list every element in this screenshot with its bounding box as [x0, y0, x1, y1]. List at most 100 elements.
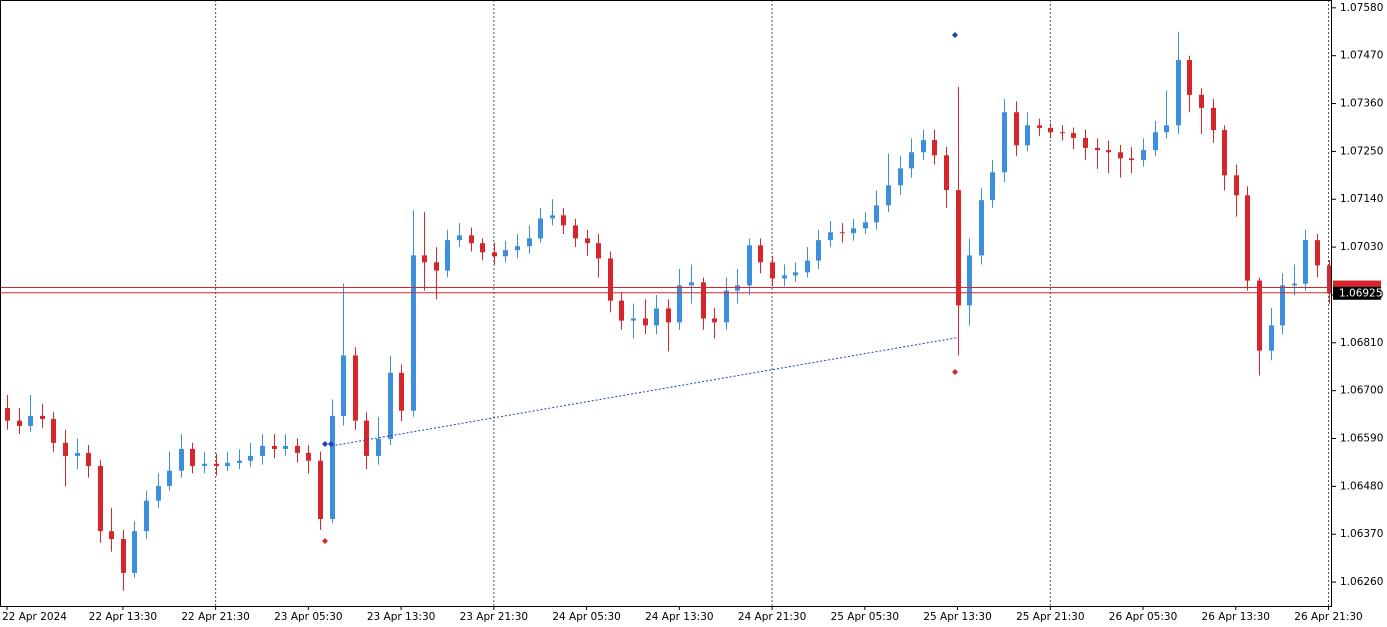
x-tick-label: 24 Apr 21:30	[738, 611, 806, 623]
x-tick-label: 23 Apr 13:30	[367, 611, 435, 623]
candle-body	[503, 250, 508, 257]
candle-body	[156, 485, 161, 501]
candle-body	[782, 275, 787, 279]
candle-body	[121, 539, 126, 573]
candle-body	[1014, 112, 1019, 146]
candle-body	[898, 168, 903, 186]
candle-body	[399, 372, 404, 411]
candle-body	[573, 225, 578, 239]
candle-body	[1327, 265, 1332, 293]
candle-body	[40, 415, 45, 419]
x-tick-label: 25 Apr 13:30	[923, 611, 991, 623]
candle-body	[805, 260, 810, 273]
candle-body	[376, 438, 381, 456]
x-tick-label: 24 Apr 13:30	[645, 611, 713, 623]
candle-body	[585, 238, 590, 244]
candle-body	[979, 200, 984, 256]
candle-body	[28, 415, 33, 426]
candle-body	[1187, 60, 1192, 95]
candle-body	[631, 318, 636, 321]
candle-body	[480, 243, 485, 253]
candle-body	[341, 355, 346, 416]
candle-body	[1257, 280, 1262, 351]
candle-body	[225, 462, 230, 466]
candle-body	[1234, 175, 1239, 196]
candle-body	[666, 308, 671, 323]
candle-body	[840, 232, 845, 234]
candle-body	[712, 318, 717, 323]
y-tick-label: 1.06810	[1340, 337, 1383, 349]
candle-body	[538, 218, 543, 239]
candle-body	[724, 290, 729, 323]
candle-body	[654, 308, 659, 326]
candle-body	[550, 215, 555, 219]
candle-body	[445, 240, 450, 271]
candle-body	[132, 531, 137, 573]
candle-body	[109, 531, 114, 540]
candle-body	[457, 235, 462, 241]
bid-label: 1.06925	[1339, 287, 1382, 299]
candle-body	[1176, 60, 1181, 126]
candle-body	[167, 470, 172, 486]
candle-body	[990, 172, 995, 201]
candle-body	[5, 408, 10, 421]
candle-body	[909, 152, 914, 169]
candle-body	[1164, 125, 1169, 133]
candle-body	[283, 445, 288, 449]
candle-body	[1303, 240, 1308, 284]
candle-body	[689, 282, 694, 286]
candle-body	[851, 228, 856, 234]
candle-body	[701, 282, 706, 319]
y-tick-label: 1.07250	[1340, 145, 1383, 157]
y-tick-label: 1.06700	[1340, 385, 1383, 397]
candle-body	[1211, 107, 1216, 131]
candle-body	[190, 448, 195, 466]
candle-body	[388, 372, 393, 439]
candle-body	[956, 190, 961, 306]
x-tick-label: 22 Apr 13:30	[89, 611, 157, 623]
y-tick-label: 1.06260	[1340, 576, 1383, 588]
candle-body	[527, 238, 532, 247]
y-tick-label: 1.06480	[1340, 480, 1383, 492]
candle-body	[17, 420, 22, 426]
candle-body	[608, 258, 613, 301]
x-tick-label: 23 Apr 21:30	[460, 611, 528, 623]
x-tick-label: 22 Apr 21:30	[181, 611, 249, 623]
candle-body	[1095, 147, 1100, 151]
candle-body	[944, 155, 949, 191]
candle-body	[272, 445, 277, 449]
candle-body	[967, 255, 972, 306]
y-tick-label: 1.07580	[1340, 2, 1383, 14]
candle-body	[51, 418, 56, 443]
candle-body	[98, 465, 103, 532]
candle-body	[1106, 150, 1111, 153]
candle-body	[248, 455, 253, 461]
x-tick-label: 24 Apr 05:30	[552, 611, 620, 623]
candle-body	[75, 452, 80, 456]
candle-body	[816, 240, 821, 261]
candle-body	[874, 205, 879, 223]
candle-body	[330, 415, 335, 519]
candle-body	[214, 463, 219, 466]
candle-body	[306, 452, 311, 461]
x-tick-label: 26 Apr 13:30	[1202, 611, 1270, 623]
y-tick-label: 1.07030	[1340, 241, 1383, 253]
y-tick-label: 1.07360	[1340, 98, 1383, 110]
trendline	[331, 337, 958, 447]
x-tick-label: 23 Apr 05:30	[274, 611, 342, 623]
candle-body	[492, 252, 497, 257]
y-tick-label: 1.06370	[1340, 528, 1383, 540]
candle-body	[411, 255, 416, 411]
candle-body	[747, 245, 752, 286]
candle-body	[318, 460, 323, 519]
candle-body	[86, 452, 91, 466]
candle-body	[932, 140, 937, 156]
candle-body	[1025, 125, 1030, 146]
candle-body	[260, 445, 265, 456]
candle-body	[828, 232, 833, 241]
y-tick-label: 1.07470	[1340, 50, 1383, 62]
candle-body	[1071, 133, 1076, 138]
candle-body	[1245, 195, 1250, 281]
candle-body	[886, 185, 891, 206]
